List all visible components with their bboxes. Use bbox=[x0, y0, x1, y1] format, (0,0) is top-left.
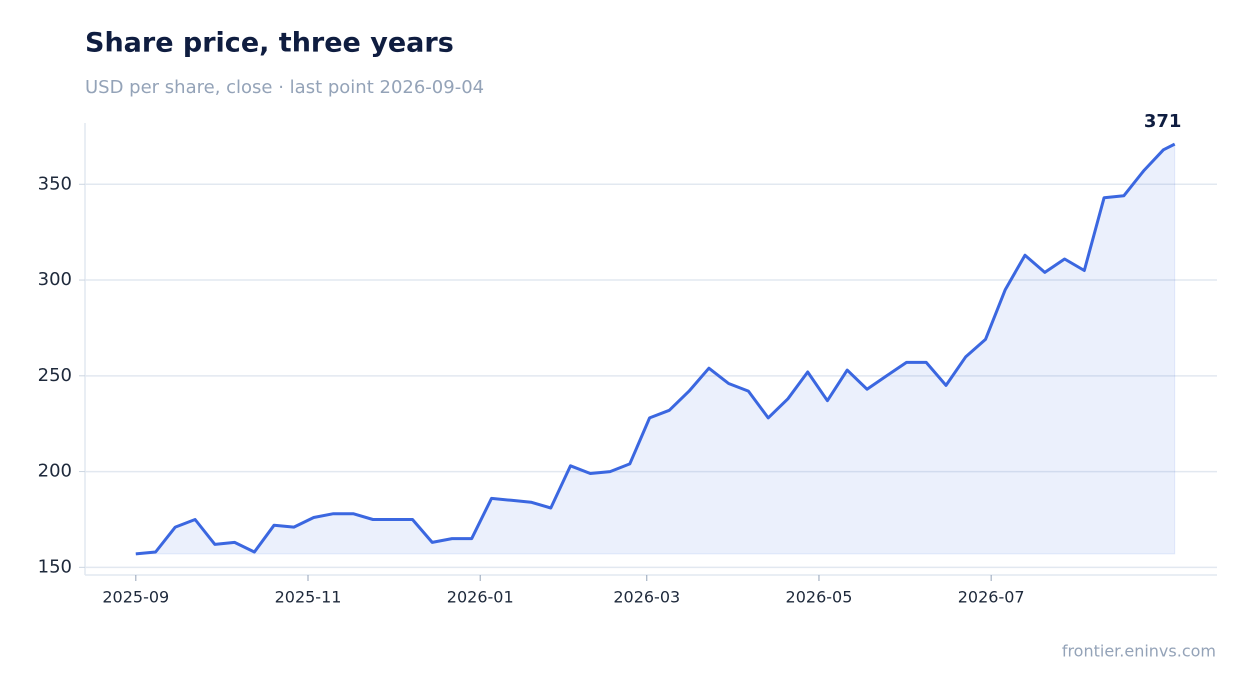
x-tick-label: 2026-03 bbox=[613, 588, 680, 607]
source: frontier.eninvs.com bbox=[1062, 642, 1216, 661]
y-tick-label: 250 bbox=[38, 365, 72, 386]
x-tick-label: 2026-07 bbox=[958, 588, 1025, 607]
x-tick-label: 2026-01 bbox=[447, 588, 514, 607]
x-tick-label: 2026-05 bbox=[786, 588, 853, 607]
line bbox=[135, 142, 1176, 556]
y-tick-label: 150 bbox=[38, 556, 72, 577]
x-tick-label: 2025-11 bbox=[275, 588, 342, 607]
x-tick-label: 2025-09 bbox=[102, 588, 169, 607]
end-label: 371 bbox=[1144, 111, 1182, 132]
chart-title: Share price, three years bbox=[85, 28, 454, 59]
y-tick-label: 200 bbox=[38, 461, 72, 482]
area bbox=[135, 143, 1176, 555]
y-tick-label: 350 bbox=[38, 173, 72, 194]
y-tick-label: 300 bbox=[38, 269, 72, 290]
chart-subtitle: USD per share, close · last point 2026-0… bbox=[85, 77, 484, 98]
